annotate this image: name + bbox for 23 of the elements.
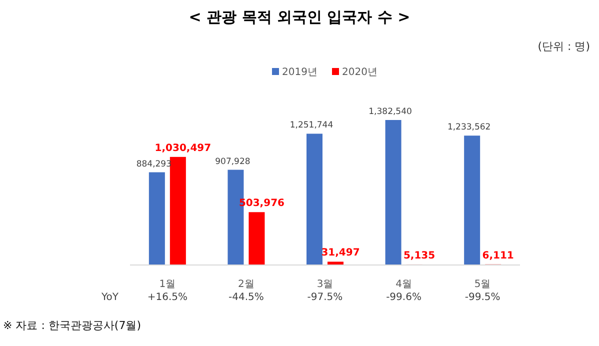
text: YoY — [100, 292, 120, 303]
data-label: 1,251,744 — [290, 120, 334, 131]
legend-label: 2019년 — [282, 67, 318, 78]
text: -99.5% — [464, 292, 500, 303]
data-label: 1,382,540 — [368, 107, 412, 117]
data-label: 6,111 — [482, 250, 514, 262]
chart-title: < 관광 목적 외국인 입국자 수 > — [188, 8, 410, 26]
text: -44.5% — [228, 292, 264, 303]
text: (단위 : 명) — [538, 40, 590, 53]
data-label: 5,135 — [403, 250, 436, 262]
text: +16.5% — [147, 292, 188, 303]
text: ※ 자료 : 한국관광공사(7월) — [3, 319, 141, 332]
x-tick-label: 2월 — [238, 279, 254, 290]
text: -97.5% — [307, 292, 343, 303]
x-tick-label: 3월 — [316, 279, 334, 290]
x-tick-label: 5월 — [474, 279, 491, 290]
x-tick-label: 4월 — [396, 279, 412, 290]
text: -99.6% — [386, 292, 422, 303]
data-label: 1,233,562 — [447, 122, 491, 133]
x-tick-label: 1월 — [159, 279, 176, 290]
data-label: 907,928 — [215, 156, 250, 167]
legend-label: 2020년 — [342, 67, 378, 78]
data-label: 1,030,497 — [154, 142, 212, 154]
